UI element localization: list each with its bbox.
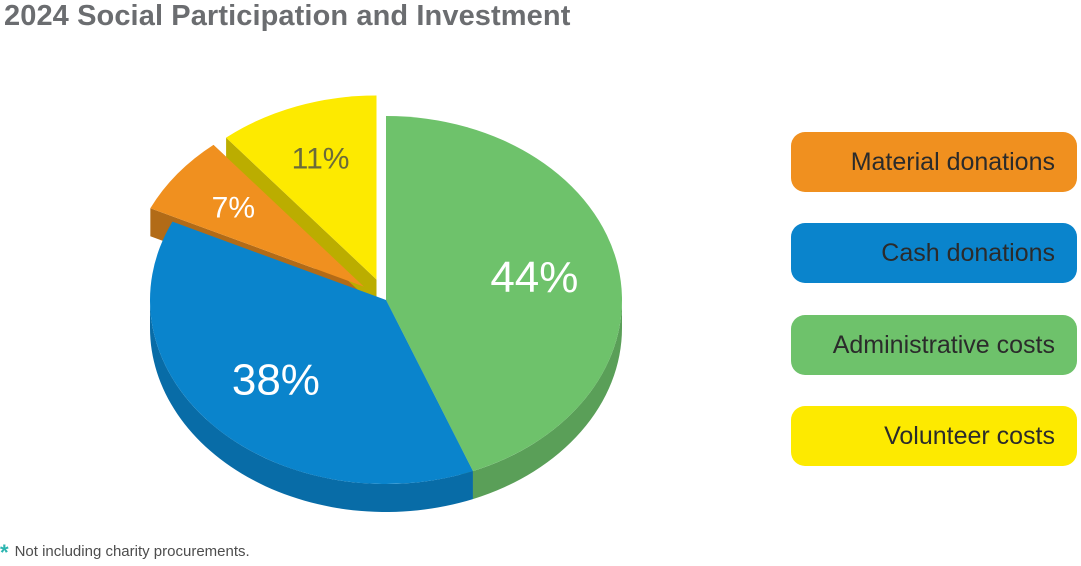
pie-label-cash-donations: 38% (232, 356, 320, 405)
footnote-marker: * (0, 540, 9, 565)
legend-material-donations: Material donations (791, 132, 1077, 192)
pie-slice-cash-donations (149, 221, 473, 485)
pie-label-administrative-costs: 44% (490, 253, 578, 302)
legend-label-administrative-costs: Administrative costs (832, 330, 1055, 359)
pie-wall-cash-donations (150, 300, 473, 513)
pie-value-labels: 44% 38% 7% 11% (212, 142, 579, 404)
pie-label-material-donations: 7% (212, 192, 255, 225)
pie-slice-administrative-costs (386, 116, 623, 472)
pie-top-faces (149, 95, 623, 485)
pie-slice-volunteer-costs (226, 95, 377, 280)
pie-wall-administrative-costs (472, 300, 622, 500)
pie-slice-material-donations (150, 144, 364, 287)
legend-cash-donations: Cash donations (791, 223, 1077, 283)
legend-label-volunteer-costs: Volunteer costs (884, 421, 1055, 450)
pie-label-volunteer-costs: 11% (292, 142, 350, 175)
footnote: * Not including charity procurements. (0, 540, 250, 566)
legend-label-material-donations: Material donations (850, 147, 1055, 176)
chart-title: 2024 Social Participation and Investment (4, 0, 571, 32)
legend-volunteer-costs: Volunteer costs (791, 406, 1077, 466)
footnote-text: Not including charity procurements. (14, 543, 250, 560)
legend-administrative-costs: Administrative costs (791, 315, 1077, 375)
legend-label-cash-donations: Cash donations (881, 238, 1055, 267)
